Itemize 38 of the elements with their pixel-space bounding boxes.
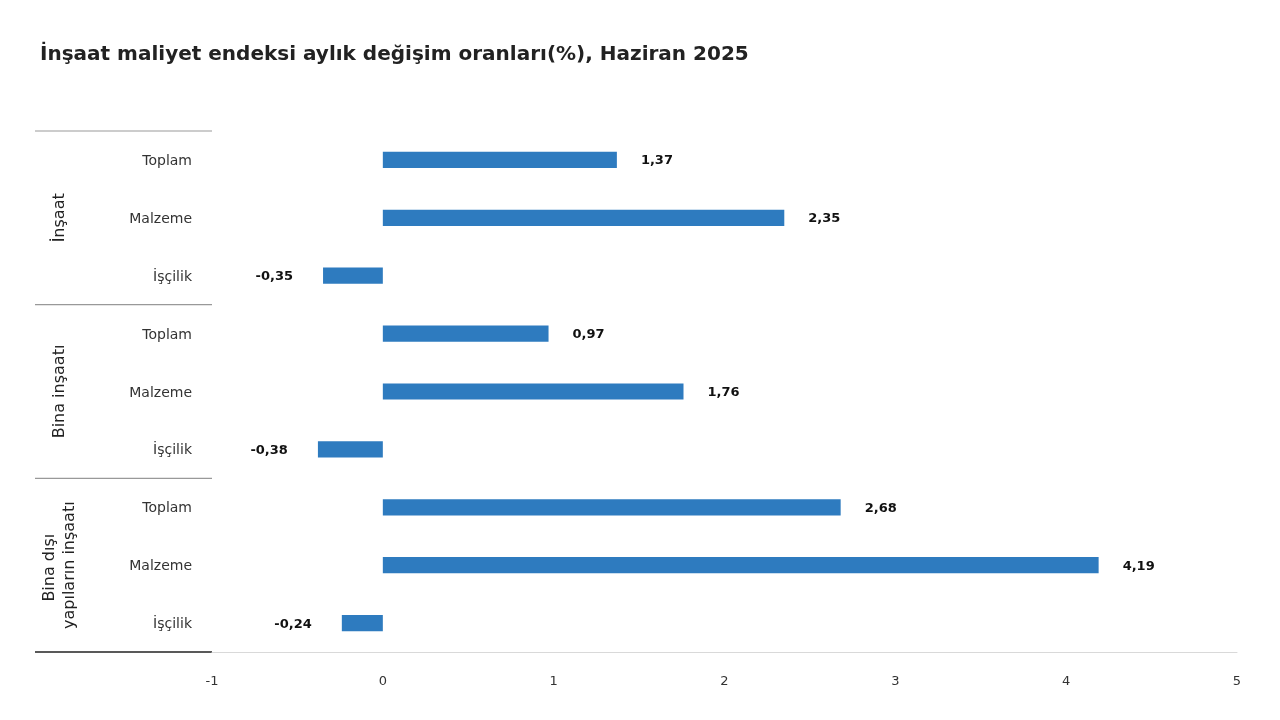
data-label: -0,35 xyxy=(255,268,294,284)
bar xyxy=(323,267,383,284)
chart-title: İnşaat maliyet endeksi aylık değişim oranları(%), Haziran 2025 xyxy=(40,41,749,65)
y-tick-label: Toplam xyxy=(141,499,192,516)
text: İnşaat xyxy=(48,193,68,243)
bar xyxy=(382,209,785,226)
y-tick-label: Toplam xyxy=(141,325,192,342)
y-tick-label: İşçilik xyxy=(153,266,193,284)
text: Bina inşaatı xyxy=(48,344,68,439)
data-label: 2,68 xyxy=(864,499,897,515)
bar xyxy=(382,383,684,400)
x-tick-label: 1 xyxy=(549,673,558,688)
x-tick-label: 4 xyxy=(1062,673,1071,688)
data-label: 0,97 xyxy=(572,326,605,342)
data-label: 4,19 xyxy=(1122,557,1155,573)
data-label: 2,35 xyxy=(808,210,841,226)
bar xyxy=(382,325,549,342)
text: Bina dışı yapıların inşaatı xyxy=(38,501,78,629)
x-tick-label: 2 xyxy=(720,673,729,688)
y-tick-label: Malzeme xyxy=(129,209,192,226)
data-label: -0,38 xyxy=(250,441,288,457)
x-tick-label: -1 xyxy=(205,673,219,688)
y-tick-label: İşçilik xyxy=(153,614,193,632)
bar xyxy=(341,614,383,632)
x-tick-label: 0 xyxy=(378,673,387,688)
x-tick-label: 3 xyxy=(891,673,900,688)
y-tick-label: Malzeme xyxy=(129,557,192,574)
bar xyxy=(382,557,1099,574)
y-tick-label: Malzeme xyxy=(129,383,192,400)
bar xyxy=(317,441,383,458)
bar xyxy=(382,151,617,169)
y-tick-label: İşçilik xyxy=(153,440,193,458)
data-label: 1,76 xyxy=(707,384,740,399)
y-tick-label: Toplam xyxy=(141,151,192,168)
bar xyxy=(382,499,841,516)
data-label: 1,37 xyxy=(640,152,673,168)
x-tick-label: 5 xyxy=(1232,673,1242,688)
data-label: -0,24 xyxy=(274,615,312,631)
